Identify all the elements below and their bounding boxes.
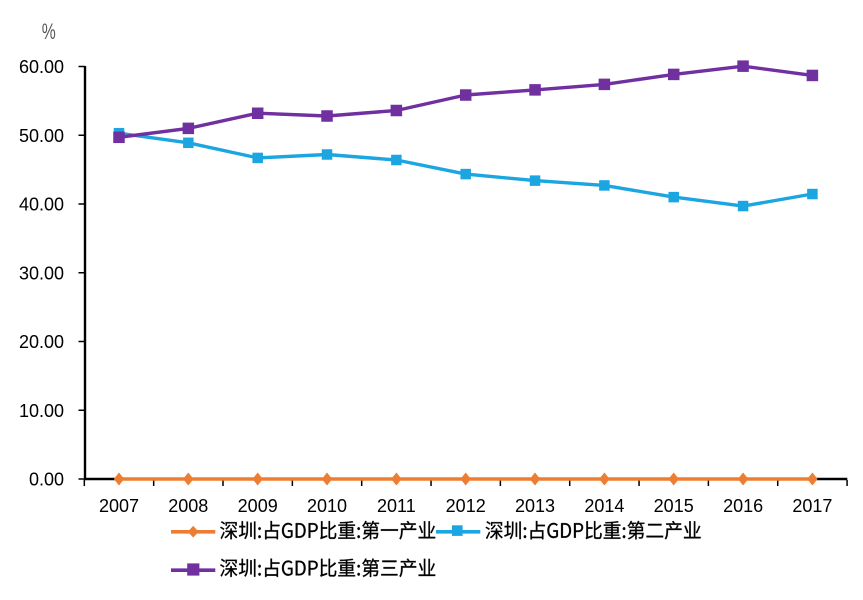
svg-text:40.00: 40.00 (19, 195, 64, 215)
svg-text:2014: 2014 (584, 496, 624, 516)
svg-text:20.00: 20.00 (19, 332, 64, 352)
svg-text:2008: 2008 (168, 496, 208, 516)
svg-text:2013: 2013 (515, 496, 555, 516)
svg-text:60.00: 60.00 (19, 57, 64, 77)
svg-text:2012: 2012 (446, 496, 486, 516)
svg-text:%: % (42, 21, 56, 45)
svg-text:30.00: 30.00 (19, 263, 64, 283)
svg-text:10.00: 10.00 (19, 401, 64, 421)
svg-text:2017: 2017 (792, 496, 832, 516)
svg-text:50.00: 50.00 (19, 126, 64, 146)
svg-text:2007: 2007 (99, 496, 139, 516)
svg-text:2011: 2011 (377, 496, 416, 516)
svg-text:2015: 2015 (654, 496, 694, 516)
svg-text:0.00: 0.00 (29, 470, 64, 490)
svg-text:2010: 2010 (307, 496, 347, 516)
svg-text:2009: 2009 (238, 496, 278, 516)
svg-text:2016: 2016 (723, 496, 763, 516)
